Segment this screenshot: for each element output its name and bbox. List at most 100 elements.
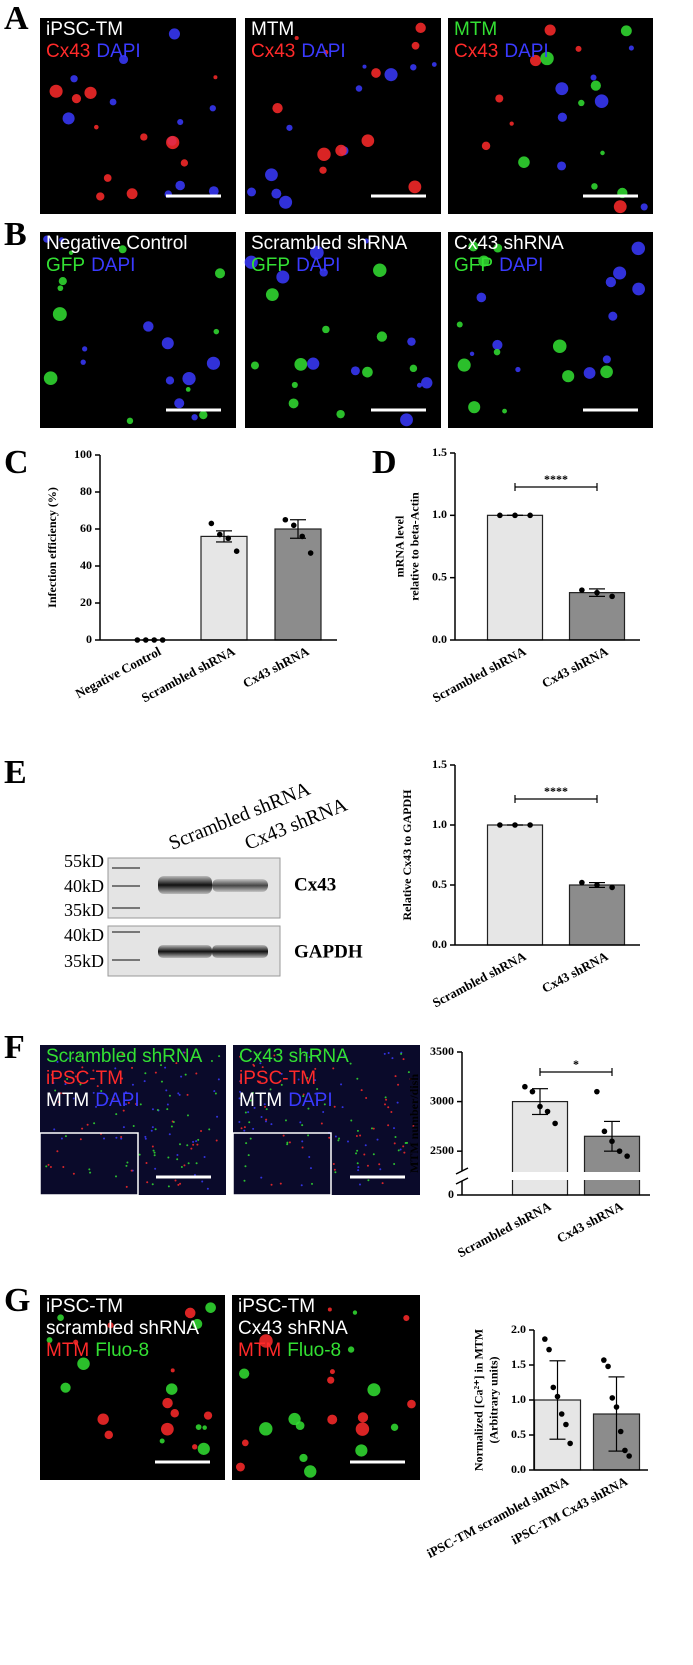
cell xyxy=(317,147,331,162)
cell xyxy=(161,1422,174,1436)
cell xyxy=(469,351,475,357)
cell xyxy=(120,1137,123,1140)
label-segment: MTM xyxy=(239,1090,282,1111)
cell xyxy=(182,371,196,386)
protein-band xyxy=(212,945,268,958)
cell xyxy=(57,1100,60,1103)
cell xyxy=(184,1073,187,1076)
cell xyxy=(272,102,283,114)
cell xyxy=(50,1073,53,1076)
label-segment: DAPI xyxy=(95,1090,139,1111)
cell xyxy=(270,1123,273,1126)
label-segment: Cx43 xyxy=(46,41,90,62)
cell xyxy=(103,174,112,182)
image-background xyxy=(232,1295,420,1480)
bar xyxy=(274,528,322,641)
cell xyxy=(202,1425,207,1430)
image-label: iPSC-TM xyxy=(46,1296,123,1317)
data-point xyxy=(529,1088,536,1095)
cell xyxy=(252,1063,255,1066)
cell xyxy=(58,277,67,286)
image-label: MTM Fluo-8 xyxy=(46,1340,149,1361)
data-point xyxy=(512,822,518,828)
marker-label: 55kD xyxy=(64,851,104,871)
cell xyxy=(206,1187,209,1190)
panel-letter: D xyxy=(372,444,397,481)
label-segment: Cx43 xyxy=(251,41,295,62)
cell xyxy=(216,1115,219,1118)
cell xyxy=(394,1136,397,1139)
cell xyxy=(107,1322,114,1329)
data-point xyxy=(233,548,240,554)
label-segment: DAPI xyxy=(499,255,543,276)
label-segment: Cx43 shRNA xyxy=(238,1318,348,1339)
cell xyxy=(62,112,75,125)
cell xyxy=(182,1051,185,1054)
cell xyxy=(206,356,221,370)
cell xyxy=(301,1124,304,1127)
cell xyxy=(241,1439,249,1447)
y-axis-label: MTM number/dish xyxy=(407,1074,421,1173)
cell xyxy=(151,1126,154,1129)
cell xyxy=(365,1096,368,1099)
data-point xyxy=(617,1428,624,1435)
cell xyxy=(122,1126,125,1129)
image-label: GFP DAPI xyxy=(454,255,543,276)
cell xyxy=(259,1334,273,1348)
cell xyxy=(174,1179,177,1182)
cell xyxy=(200,1130,203,1133)
protein-label: Cx43 xyxy=(294,874,336,895)
cell xyxy=(208,186,219,197)
y-tick-label: 1.0 xyxy=(432,507,447,521)
panel-letter: C xyxy=(4,444,29,481)
cell xyxy=(175,180,185,191)
label-segment: iPSC-TM xyxy=(239,1068,316,1089)
cell xyxy=(177,1183,180,1186)
cell xyxy=(583,367,596,379)
image-label: iPSC-TM xyxy=(46,1068,123,1089)
panel-letter: E xyxy=(4,754,27,791)
cell xyxy=(192,1318,203,1329)
cell xyxy=(341,1106,344,1109)
cell xyxy=(311,1182,314,1185)
cell xyxy=(391,1057,394,1060)
cell xyxy=(201,1180,204,1183)
cell xyxy=(329,1369,335,1375)
data-point xyxy=(522,1083,528,1090)
label-segment: DAPI xyxy=(91,255,135,276)
cell xyxy=(214,268,226,279)
cell xyxy=(361,134,375,148)
cell xyxy=(332,1162,335,1165)
label-segment: DAPI xyxy=(288,1090,332,1111)
cell xyxy=(362,64,367,69)
cell xyxy=(602,355,611,364)
cell xyxy=(387,1106,390,1109)
cell xyxy=(159,1064,162,1067)
cell xyxy=(347,1346,355,1353)
x-tick-label: Scrambled shRNA xyxy=(455,1198,554,1260)
cell xyxy=(333,1168,336,1171)
y-tick-label: 2.0 xyxy=(511,1322,526,1336)
marker-label: 40kD xyxy=(64,876,104,896)
cell xyxy=(248,1121,251,1124)
cell xyxy=(393,1163,396,1166)
y-tick-label: 40 xyxy=(80,558,92,572)
label-segment: GFP xyxy=(251,255,290,276)
cell xyxy=(540,51,554,66)
cell xyxy=(125,1164,128,1167)
cell xyxy=(195,1140,198,1143)
cell xyxy=(177,118,184,126)
cell xyxy=(400,1052,403,1055)
cell xyxy=(165,1089,168,1092)
cell xyxy=(62,1092,65,1095)
cell xyxy=(294,35,299,41)
cell xyxy=(144,1072,147,1075)
y-axis-label: Infection efficiency (%) xyxy=(45,487,59,608)
cell xyxy=(72,1172,75,1175)
cell xyxy=(286,1143,289,1146)
cell xyxy=(180,159,189,167)
